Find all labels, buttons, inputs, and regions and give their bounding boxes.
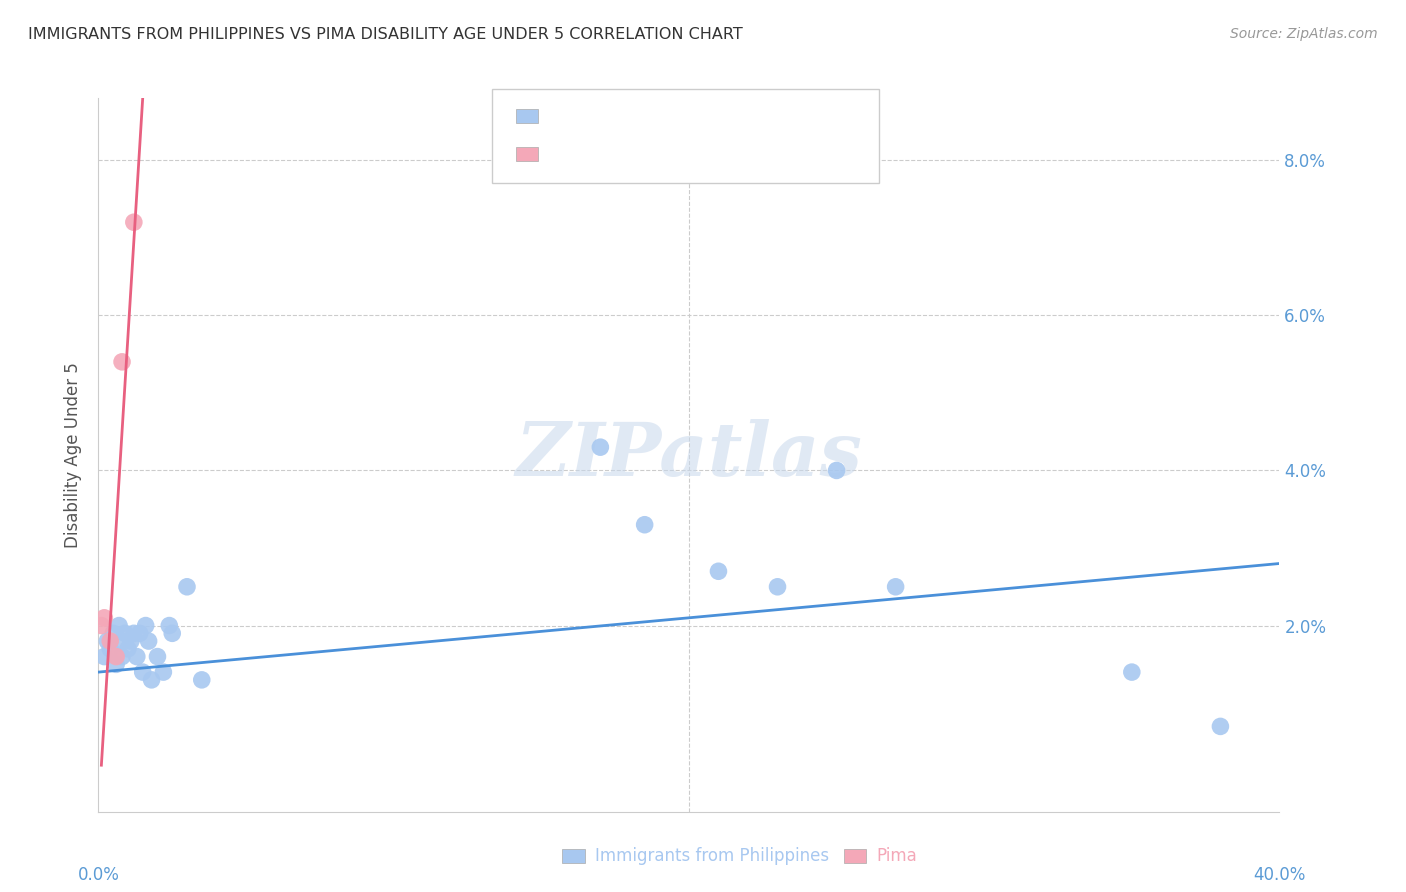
Point: [138, 634, 160, 648]
Point: [105, 657, 128, 672]
Point: [152, 665, 174, 679]
Text: 32: 32: [693, 107, 714, 125]
Text: Source: ZipAtlas.com: Source: ZipAtlas.com: [1230, 27, 1378, 41]
Point: [135, 618, 157, 632]
Point: [122, 626, 145, 640]
Point: [633, 517, 655, 532]
Text: 0.754: 0.754: [592, 145, 640, 163]
Point: [122, 215, 145, 229]
Point: [108, 618, 131, 632]
Point: [162, 626, 183, 640]
Point: [884, 580, 907, 594]
Point: [93, 611, 115, 625]
Point: [191, 673, 214, 687]
Text: N =: N =: [651, 107, 688, 125]
Point: [117, 641, 139, 656]
Point: [132, 665, 155, 679]
Point: [98, 634, 121, 648]
Point: [120, 634, 142, 648]
Text: ZIPatlas: ZIPatlas: [516, 418, 862, 491]
Text: R =: R =: [550, 107, 586, 125]
Text: R =: R =: [550, 145, 586, 163]
Text: 40.0%: 40.0%: [1253, 866, 1306, 884]
Point: [707, 564, 730, 578]
Point: [111, 355, 134, 369]
Text: Immigrants from Philippines: Immigrants from Philippines: [595, 847, 830, 865]
Text: Pima: Pima: [876, 847, 917, 865]
Y-axis label: Disability Age Under 5: Disability Age Under 5: [65, 362, 83, 548]
Text: N =: N =: [651, 145, 688, 163]
Point: [98, 641, 121, 656]
Text: 0.0%: 0.0%: [77, 866, 120, 884]
Point: [176, 580, 198, 594]
Point: [825, 463, 848, 477]
Point: [1121, 665, 1143, 679]
Point: [103, 626, 125, 640]
Point: [125, 649, 148, 664]
Point: [766, 580, 789, 594]
Point: [96, 634, 118, 648]
Point: [114, 626, 136, 640]
Point: [1209, 719, 1232, 733]
Point: [128, 626, 150, 640]
Point: [111, 634, 134, 648]
Point: [93, 649, 115, 664]
Point: [141, 673, 163, 687]
Text: IMMIGRANTS FROM PHILIPPINES VS PIMA DISABILITY AGE UNDER 5 CORRELATION CHART: IMMIGRANTS FROM PHILIPPINES VS PIMA DISA…: [28, 27, 742, 42]
Point: [90, 618, 112, 632]
Point: [589, 440, 612, 454]
Text: 0.223: 0.223: [592, 107, 640, 125]
Point: [157, 618, 180, 632]
Text: 6: 6: [693, 145, 709, 163]
Point: [105, 649, 128, 664]
Point: [111, 649, 134, 664]
Point: [146, 649, 169, 664]
